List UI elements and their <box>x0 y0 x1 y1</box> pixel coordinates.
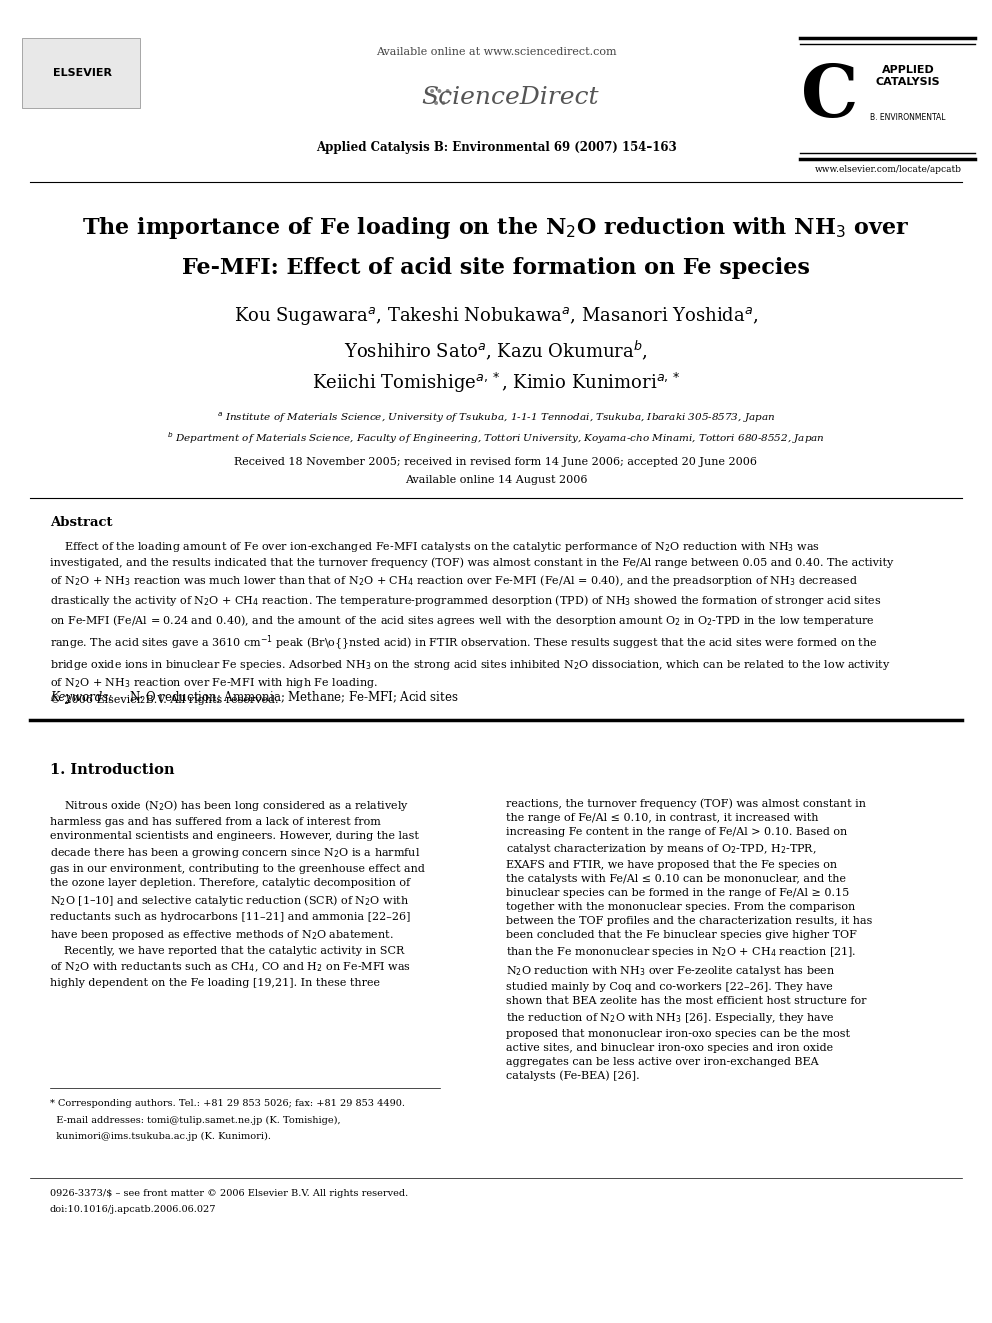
Text: •••
••: ••• •• <box>428 85 452 111</box>
Text: Available online at www.sciencedirect.com: Available online at www.sciencedirect.co… <box>376 48 616 57</box>
Text: Yoshihiro Sato$^a$, Kazu Okumura$^b$,: Yoshihiro Sato$^a$, Kazu Okumura$^b$, <box>344 339 648 361</box>
Text: Received 18 November 2005; received in revised form 14 June 2006; accepted 20 Ju: Received 18 November 2005; received in r… <box>234 456 758 467</box>
Text: ELSEVIER: ELSEVIER <box>54 67 112 78</box>
Text: B. ENVIRONMENTAL: B. ENVIRONMENTAL <box>870 114 945 123</box>
Text: 0926-3373/$ – see front matter © 2006 Elsevier B.V. All rights reserved.: 0926-3373/$ – see front matter © 2006 El… <box>50 1189 409 1199</box>
Text: Applied Catalysis B: Environmental 69 (2007) 154–163: Applied Catalysis B: Environmental 69 (2… <box>315 142 677 155</box>
Text: Keywords:: Keywords: <box>50 692 112 705</box>
Text: Fe-MFI: Effect of acid site formation on Fe species: Fe-MFI: Effect of acid site formation on… <box>183 257 809 279</box>
Text: E-mail addresses: tomi@tulip.samet.ne.jp (K. Tomishige),: E-mail addresses: tomi@tulip.samet.ne.jp… <box>50 1115 340 1125</box>
Text: APPLIED
CATALYSIS: APPLIED CATALYSIS <box>876 65 940 87</box>
Text: reactions, the turnover frequency (TOF) was almost constant in
the range of Fe/A: reactions, the turnover frequency (TOF) … <box>506 798 872 1081</box>
Bar <box>22 38 140 108</box>
Text: Available online 14 August 2006: Available online 14 August 2006 <box>405 475 587 486</box>
Text: doi:10.1016/j.apcatb.2006.06.027: doi:10.1016/j.apcatb.2006.06.027 <box>50 1205 216 1215</box>
Text: N$_2$O reduction; Ammonia; Methane; Fe-MFI; Acid sites: N$_2$O reduction; Ammonia; Methane; Fe-M… <box>122 691 458 706</box>
Text: Keiichi Tomishige$^{a,*}$, Kimio Kunimori$^{a,*}$: Keiichi Tomishige$^{a,*}$, Kimio Kunimor… <box>311 370 681 396</box>
Text: www.elsevier.com/locate/apcatb: www.elsevier.com/locate/apcatb <box>814 165 961 175</box>
Text: $^b$ Department of Materials Science, Faculty of Engineering, Tottori University: $^b$ Department of Materials Science, Fa… <box>167 430 825 446</box>
Text: Nitrous oxide (N$_2$O) has been long considered as a relatively
harmless gas and: Nitrous oxide (N$_2$O) has been long con… <box>50 798 425 988</box>
Text: C: C <box>802 61 859 131</box>
Text: Effect of the loading amount of Fe over ion-exchanged Fe-MFI catalysts on the ca: Effect of the loading amount of Fe over … <box>50 540 893 705</box>
Text: $^a$ Institute of Materials Science, University of Tsukuba, 1-1-1 Tennodai, Tsuk: $^a$ Institute of Materials Science, Uni… <box>217 411 775 425</box>
Text: 1. Introduction: 1. Introduction <box>50 763 175 777</box>
Text: kunimori@ims.tsukuba.ac.jp (K. Kunimori).: kunimori@ims.tsukuba.ac.jp (K. Kunimori)… <box>50 1131 271 1140</box>
Text: ○: ○ <box>832 89 844 103</box>
Text: * Corresponding authors. Tel.: +81 29 853 5026; fax: +81 29 853 4490.: * Corresponding authors. Tel.: +81 29 85… <box>50 1099 405 1109</box>
Text: ScienceDirect: ScienceDirect <box>422 86 599 110</box>
Text: Kou Sugawara$^a$, Takeshi Nobukawa$^a$, Masanori Yoshida$^a$,: Kou Sugawara$^a$, Takeshi Nobukawa$^a$, … <box>234 306 758 327</box>
Text: Abstract: Abstract <box>50 516 112 528</box>
Text: The importance of Fe loading on the N$_2$O reduction with NH$_3$ over: The importance of Fe loading on the N$_2… <box>82 216 910 241</box>
